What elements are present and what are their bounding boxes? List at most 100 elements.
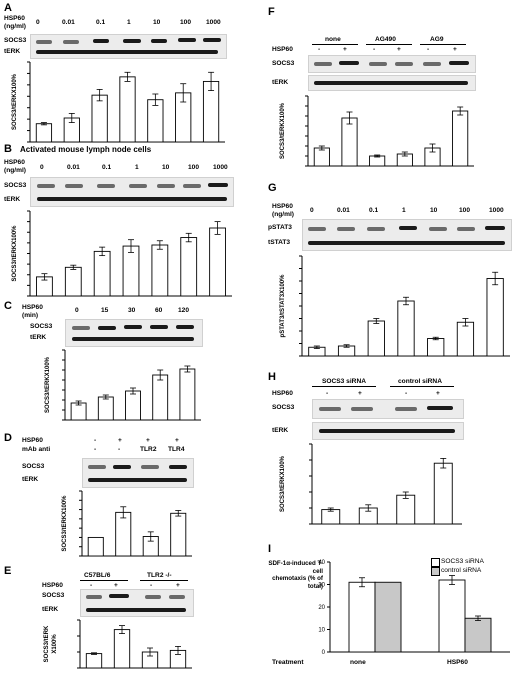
panel-b-ylabel: SOCS3/tERKX100%	[12, 225, 18, 282]
panel-i-legend-socs3: SOCS3 siRNA	[441, 558, 484, 565]
panel-d-row-label-2: mAb anti	[22, 446, 51, 453]
panel-g-blot-label-tstat3: tSTAT3	[268, 239, 291, 246]
panel-c-cond-2: 30	[128, 307, 136, 314]
panel-b-bar-4	[151, 244, 169, 297]
panel-c-bar-0	[70, 402, 87, 421]
panel-e-blot-label-socs3: SOCS3	[42, 592, 65, 599]
panel-f-group-2: AG490	[375, 36, 396, 43]
panel-e-cond-1: +	[114, 582, 118, 589]
panel-d-blot-label-terk: tERK	[22, 476, 39, 483]
panel-c-row-label: HSP60	[22, 304, 43, 311]
panel-d-row-label-1: HSP60	[22, 437, 43, 444]
panel-f-bar-5	[452, 110, 469, 167]
panel-g-row-unit: (ng/ml)	[272, 211, 294, 218]
panel-i-bar-1-0	[438, 579, 466, 653]
panel-h-group-1: SOCS3 siRNA	[322, 378, 366, 385]
panel-f-group-1: none	[325, 36, 341, 43]
panel-f-cond-4: -	[427, 46, 430, 53]
panel-i-ytick-label-10: 10	[318, 628, 325, 634]
panel-h-bar-2	[396, 494, 416, 525]
panel-b-row-unit: (ng/ml)	[4, 167, 26, 174]
panel-e-cond-0: -	[90, 582, 93, 589]
panel-a-letter: A	[4, 2, 12, 14]
panel-d-cond1-0: -	[94, 437, 97, 444]
panel-a-bar-0	[35, 123, 53, 143]
panel-h-group-1-underline	[312, 386, 376, 387]
panel-h-bar-3	[433, 462, 453, 525]
panel-i-ytick-label-20: 20	[318, 605, 325, 611]
panel-e-group-2: TLR2 -/-	[147, 572, 172, 579]
panel-e-row-label: HSP60	[42, 582, 63, 589]
panel-c-blot-label-terk: tERK	[30, 334, 47, 341]
panel-g-bar-6	[486, 278, 504, 357]
panel-b-cond-5: 100	[188, 164, 200, 171]
panel-a-bar-3	[119, 76, 136, 143]
panel-c-letter: C	[4, 300, 12, 312]
panel-d-bar-0	[87, 536, 104, 557]
panel-e-ylabel-line-1: SOCS3/tERK	[44, 625, 50, 662]
panel-c-cond-3: 60	[155, 307, 163, 314]
panel-f-cond-3: +	[397, 46, 401, 53]
panel-g-cond-0: 0	[310, 207, 314, 214]
panel-b-cond-0: 0	[40, 164, 44, 171]
panel-d-bar-chart: SOCS3/tERKX100%	[62, 490, 192, 557]
panel-e-bar-chart: SOCS3/tERK X100%	[44, 619, 192, 669]
panel-d-ylabel: SOCS3/tERKX100%	[62, 495, 68, 552]
panel-b-cond-4: 10	[162, 164, 170, 171]
panel-i-bar-chart: 0 10 20 30 40	[318, 560, 510, 656]
panel-g-bar-4	[427, 338, 445, 357]
panel-e-group-1: C57BL/6	[84, 572, 111, 579]
panel-b-blot-label-socs3: SOCS3	[4, 182, 27, 189]
panel-g-bar-5	[456, 321, 475, 357]
panel-e-western-blot	[80, 589, 194, 617]
panel-g-cond-6: 1000	[489, 207, 504, 214]
panel-h-ylabel: SOCS3/tERKX100%	[280, 455, 286, 512]
panel-h-group-2: control siRNA	[398, 378, 442, 385]
panel-a-cond-3: 1	[127, 19, 131, 26]
panel-b-title: Activated mouse lymph node cells	[20, 145, 152, 154]
panel-c-cond-1: 15	[101, 307, 109, 314]
panel-g-cond-1: 0.01	[337, 207, 350, 214]
panel-d-cond1-2: +	[146, 437, 150, 444]
panel-c-cond-0: 0	[75, 307, 79, 314]
panel-f-cond-2: -	[373, 46, 376, 53]
panel-a-cond-2: 0.1	[96, 19, 106, 26]
panel-f-bar-1	[341, 117, 358, 167]
panel-h-blot-label-socs3: SOCS3	[272, 404, 295, 411]
panel-d-letter: D	[4, 432, 12, 444]
panel-c-bar-chart: SOCS3/tERKX100%	[45, 349, 201, 421]
panel-g-western-blot	[302, 219, 512, 251]
panel-b-bar-chart: SOCS3/tERKX100%	[12, 210, 232, 297]
panel-f-blot-label-terk: tERK	[272, 79, 289, 86]
panel-a-cond-0: 0	[36, 19, 40, 26]
panel-h-letter: H	[268, 371, 276, 383]
panel-a-bar-4	[147, 99, 164, 143]
panel-h-row-label: HSP60	[272, 390, 293, 397]
panel-f-bar-0	[313, 147, 330, 167]
panel-a-cond-1: 0.01	[62, 19, 75, 26]
panel-f-cond-1: +	[343, 46, 347, 53]
panel-b-bar-2	[93, 250, 111, 297]
panel-f-group-3-underline	[420, 44, 466, 45]
panel-b-bar-3	[122, 245, 140, 297]
panel-d-cond2-3: TLR4	[168, 446, 185, 453]
panel-i-ylabel: SDF-1α-induced T- cell chemotaxis (% of …	[265, 560, 323, 590]
panel-b-bar-5	[180, 237, 198, 297]
panel-h-group-2-underline	[390, 386, 454, 387]
panel-d-cond1-3: +	[175, 437, 179, 444]
panel-i-legend-control: control siRNA	[441, 567, 482, 574]
panel-d-cond2-1: -	[118, 446, 121, 453]
panel-f-group-2-underline	[366, 44, 412, 45]
panel-a-western-blot	[30, 34, 227, 59]
panel-i-legend-swatch-socs3	[431, 558, 440, 567]
panel-g-cond-2: 0.1	[369, 207, 379, 214]
panel-i-bar-0-1	[374, 581, 402, 653]
panel-c-bar-2	[125, 390, 141, 421]
panel-h-cond-2: -	[405, 390, 408, 397]
panel-f-western-blot-socs3	[308, 55, 476, 73]
panel-c-row-unit: (min)	[22, 312, 39, 319]
panel-i-ytick-label-30: 30	[318, 583, 325, 589]
panel-g-cond-3: 1	[402, 207, 406, 214]
panel-b-bar-6	[209, 227, 226, 297]
panel-b-letter: B	[4, 143, 12, 155]
